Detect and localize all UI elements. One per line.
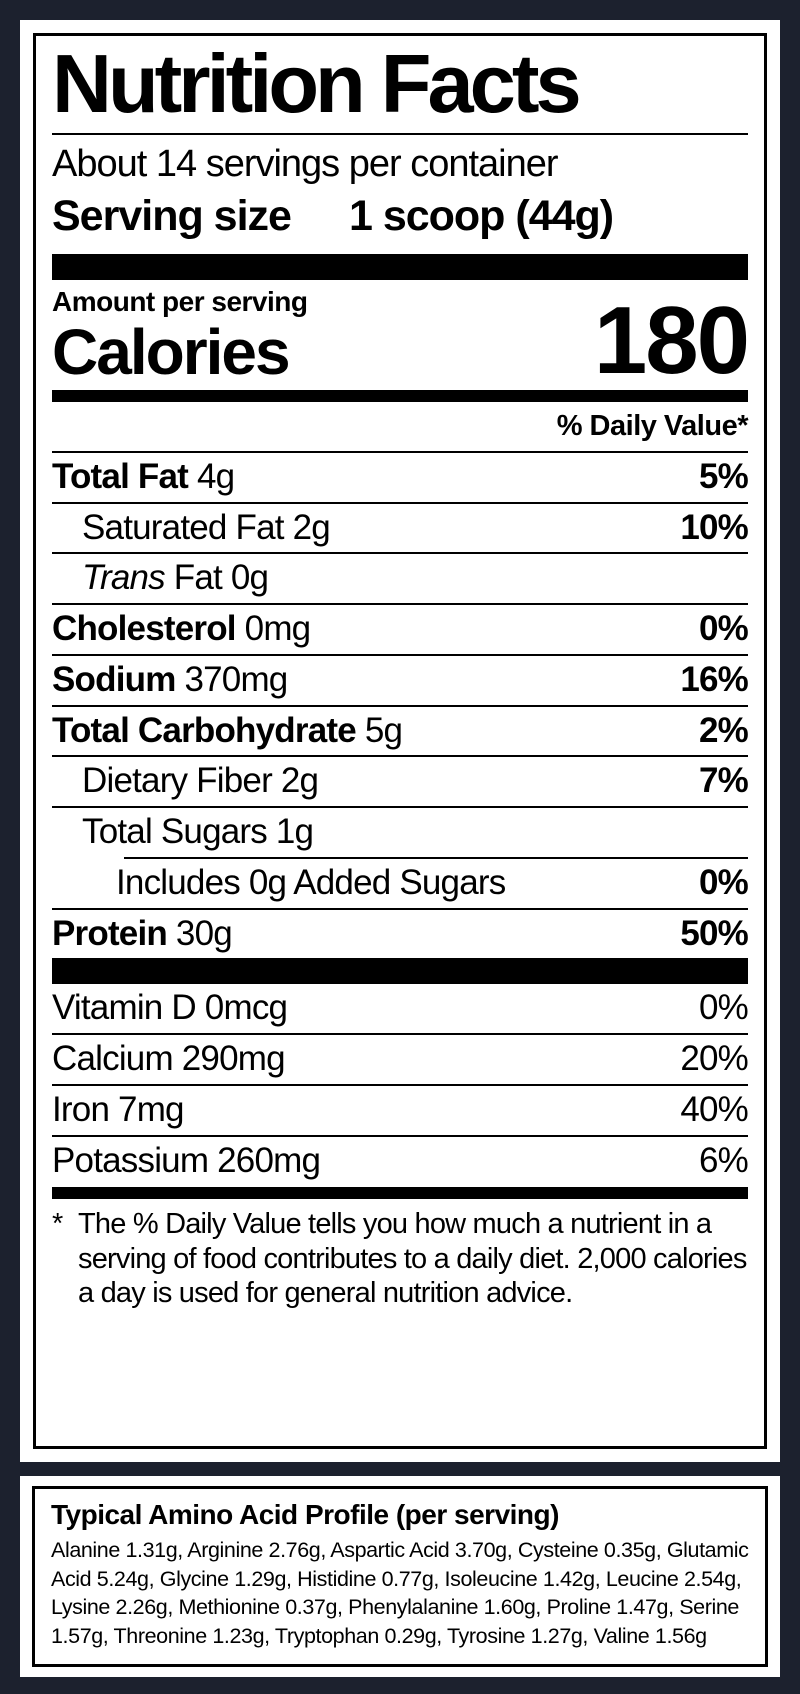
- nutrition-facts-title: Nutrition Facts: [52, 37, 582, 130]
- title-divider: [52, 133, 748, 135]
- nutrient-row: Sodium 370mg 16%: [52, 656, 749, 705]
- row-divider: [52, 603, 748, 606]
- daily-value-percent: 0%: [699, 609, 749, 649]
- nutrient-row: Total Carbohydrate 5g 2%: [52, 707, 749, 756]
- nutrient-row: Calcium 290mg 20%: [52, 1035, 749, 1084]
- nutrient-row: Cholesterol 0mg 0%: [52, 605, 749, 654]
- nutrient-row: Includes 0g Added Sugars 0%: [52, 859, 749, 908]
- daily-value-percent: 2%: [699, 710, 749, 750]
- row-divider: [124, 856, 748, 859]
- row-divider: [52, 653, 748, 656]
- daily-value-divider: [52, 450, 748, 453]
- row-divider: [52, 1033, 748, 1036]
- serving-size-label: Serving size: [52, 191, 292, 240]
- nutrient-row: Total Fat 4g 5%: [52, 453, 749, 502]
- nutrient-row: Protein 30g 50%: [52, 910, 749, 959]
- footnote-divider: [52, 1187, 748, 1200]
- serving-size-value: 1 scoop (44g): [348, 191, 614, 240]
- section-bar: [52, 958, 748, 985]
- nutrient-row: Vitamin D 0mcg 0%: [52, 984, 749, 1033]
- nutrient-name: Iron 7mg: [52, 1089, 185, 1129]
- daily-value-percent: 7%: [699, 761, 749, 801]
- nutrient-rows: Total Fat 4g 5% Saturated Fat 2g 10% Trans F…: [52, 453, 749, 959]
- daily-value-percent: 0%: [699, 988, 749, 1028]
- nutrient-row: Dietary Fiber 2g 7%: [52, 757, 749, 806]
- calories-block: Amount per serving Calories 180: [52, 285, 750, 394]
- amino-acid-panel: Typical Amino Acid Profile (per serving)…: [20, 1476, 780, 1677]
- daily-value-footnote: * The % Daily Value tells you how much a…: [52, 1199, 748, 1310]
- calories-left: Amount per serving Calories: [52, 285, 308, 388]
- nutrient-row: Potassium 260mg 6%: [52, 1137, 749, 1186]
- nutrient-row: Trans Fat 0g: [52, 554, 748, 603]
- section-bar: [52, 253, 748, 280]
- row-divider: [52, 1083, 748, 1086]
- calories-value: 180: [593, 286, 750, 394]
- micronutrient-rows: Vitamin D 0mcg 0% Calcium 290mg 20% Iron 7mg…: [52, 984, 749, 1186]
- nutrient-name: Potassium 260mg: [52, 1140, 321, 1180]
- serving-size-row: Serving size 1 scoop (44g): [52, 191, 748, 240]
- row-divider: [52, 552, 748, 555]
- daily-value-percent: 0%: [699, 862, 749, 902]
- nutrient-row: Iron 7mg 40%: [52, 1086, 749, 1135]
- nutrient-name: Total Carbohydrate 5g: [52, 710, 403, 750]
- nutrient-name: Total Sugars 1g: [82, 812, 314, 852]
- nutrient-name: Trans Fat 0g: [82, 558, 269, 598]
- row-divider: [52, 501, 748, 504]
- daily-value-percent: 50%: [680, 913, 748, 953]
- footnote-text: The % Daily Value tells you how much a n…: [78, 1208, 747, 1309]
- amino-profile-heading: Typical Amino Acid Profile (per serving): [51, 1499, 559, 1530]
- amino-profile-text: Alanine 1.31g, Arginine 2.76g, Aspartic …: [51, 1538, 749, 1648]
- amino-acid-border: Typical Amino Acid Profile (per serving)…: [32, 1486, 768, 1667]
- footnote-asterisk: *: [52, 1208, 63, 1241]
- daily-value-percent: 10%: [680, 507, 748, 547]
- nutrient-row: Saturated Fat 2g 10%: [52, 504, 749, 553]
- row-divider: [52, 907, 748, 910]
- daily-value-percent: 6%: [699, 1140, 749, 1180]
- nutrient-name: Dietary Fiber 2g: [82, 761, 319, 801]
- nutrient-name: Sodium 370mg: [52, 659, 288, 699]
- daily-value-percent: 40%: [680, 1089, 748, 1129]
- nutrient-name: Vitamin D 0mcg: [52, 988, 288, 1028]
- daily-value-header: % Daily Value*: [556, 409, 749, 442]
- nutrient-name: Protein 30g: [52, 913, 233, 953]
- nutrient-row: Total Sugars 1g: [52, 808, 748, 857]
- row-divider: [52, 1134, 748, 1137]
- nutrition-facts-panel: Nutrition Facts About 14 servings per co…: [20, 20, 780, 1462]
- nutrient-name: Includes 0g Added Sugars: [116, 862, 506, 902]
- calories-divider: [52, 389, 748, 402]
- daily-value-percent: 16%: [680, 659, 748, 699]
- row-divider: [52, 806, 748, 809]
- daily-value-percent: 5%: [699, 456, 749, 496]
- nutrient-name: Total Fat 4g: [52, 456, 235, 496]
- daily-value-percent: 20%: [680, 1039, 748, 1079]
- servings-per-container: About 14 servings per container: [52, 143, 559, 185]
- nutrient-name: Saturated Fat 2g: [82, 507, 331, 547]
- nutrient-name: Calcium 290mg: [52, 1039, 286, 1079]
- row-divider: [52, 755, 748, 758]
- row-divider: [52, 704, 748, 707]
- nutrient-name: Cholesterol 0mg: [52, 609, 311, 649]
- nutrition-facts-border: Nutrition Facts About 14 servings per co…: [33, 33, 767, 1449]
- amount-per-serving-label: Amount per serving: [52, 285, 308, 317]
- calories-label: Calories: [52, 315, 291, 388]
